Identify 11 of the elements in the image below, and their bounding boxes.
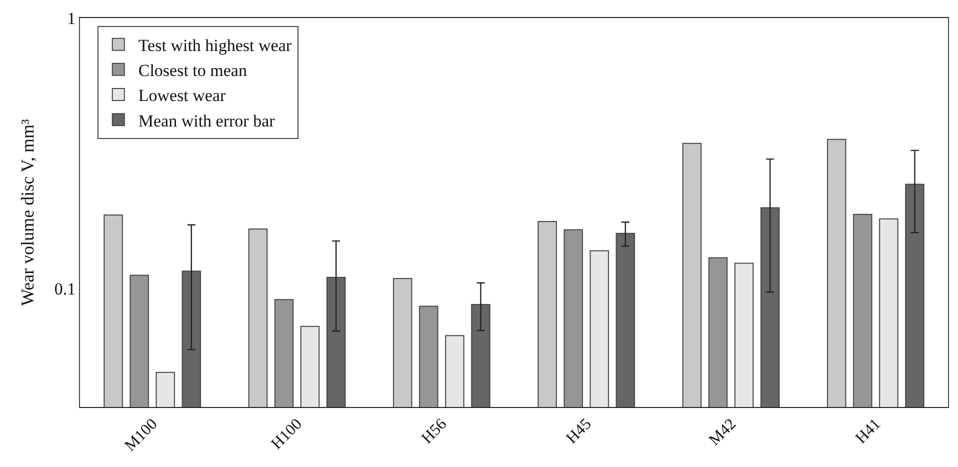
x-tick-label: H56 <box>418 416 450 448</box>
legend-label: Mean with error bar <box>138 111 276 130</box>
x-tick-label: H45 <box>563 416 595 448</box>
y-tick-label: 0.1 <box>54 280 76 299</box>
y-tick-label: 1 <box>67 8 76 28</box>
legend-label: Closest to mean <box>138 61 248 80</box>
y-axis-title: Wear volume disc V, mm³ <box>18 118 38 306</box>
legend-label: Test with highest wear <box>138 36 292 55</box>
x-tick-label: M42 <box>706 416 740 450</box>
x-tick-label: H41 <box>852 416 884 448</box>
legend-label: Lowest wear <box>138 86 226 106</box>
